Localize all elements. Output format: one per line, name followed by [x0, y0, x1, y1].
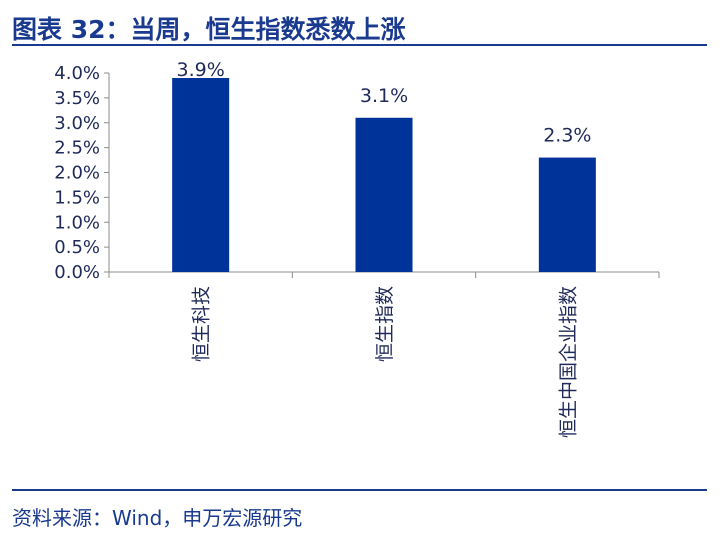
title-divider — [12, 44, 707, 46]
data-label: 3.9% — [177, 59, 225, 81]
footer-divider — [12, 489, 707, 491]
y-tick-label: 0.5% — [54, 237, 100, 258]
bars — [172, 77, 596, 273]
chart-title: 图表 32：当周，恒生指数悉数上涨 — [12, 15, 406, 44]
data-label: 2.3% — [543, 125, 591, 147]
y-tick-label: 2.0% — [54, 163, 100, 184]
y-tick-label: 0.0% — [54, 262, 100, 283]
y-tick-label: 3.5% — [54, 88, 100, 109]
data-label: 3.1% — [360, 85, 408, 107]
y-axis-ticks: 0.0% 0.5% 1.0% 1.5% 2.0% 2.5% 3.0% 3.5% 4.0% — [54, 63, 109, 283]
y-tick-label: 4.0% — [54, 63, 100, 84]
y-tick-label: 3.0% — [54, 113, 100, 134]
bar — [538, 157, 596, 272]
bar — [355, 117, 413, 273]
category-labels: 恒生科技 恒生指数 恒生中国企业指数 — [191, 286, 580, 438]
y-tick-label: 1.5% — [54, 187, 100, 208]
category-label: 恒生科技 — [191, 286, 213, 362]
bar — [172, 77, 230, 272]
category-label: 恒生指数 — [374, 286, 396, 362]
y-tick-label: 2.5% — [54, 138, 100, 159]
category-label: 恒生中国企业指数 — [557, 286, 579, 438]
data-labels: 3.9% 3.1% 2.3% — [177, 59, 592, 147]
y-tick-label: 1.0% — [54, 212, 100, 233]
source-note: 资料来源：Wind，申万宏源研究 — [12, 506, 303, 530]
